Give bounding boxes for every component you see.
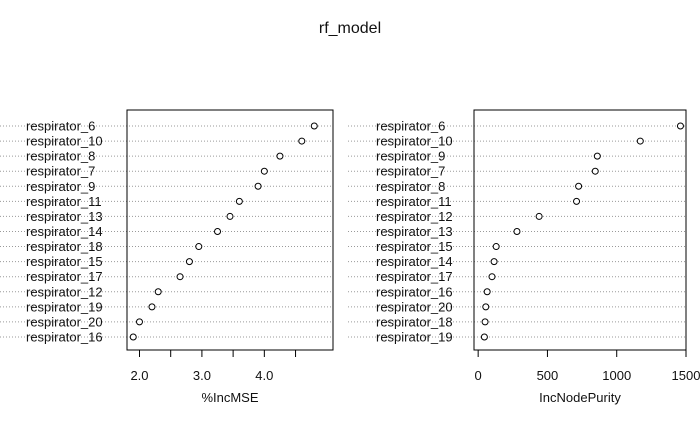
- x-tick-label-incmse-0: 2.0: [130, 368, 148, 383]
- label-incnodepurity-respirator_11: respirator_11: [376, 194, 452, 209]
- point-incnodepurity-respirator_18: [481, 318, 489, 326]
- point-incmse-respirator_20: [135, 318, 143, 326]
- label-incmse-respirator_11: respirator_11: [26, 194, 102, 209]
- label-incmse-respirator_13: respirator_13: [26, 209, 103, 224]
- label-incmse-respirator_10: respirator_10: [26, 134, 103, 149]
- point-incnodepurity-respirator_15: [492, 243, 500, 251]
- point-incmse-respirator_12: [154, 288, 162, 296]
- x-tick-label-incmse-2: 3.0: [193, 368, 211, 383]
- label-incmse-respirator_14: respirator_14: [26, 224, 103, 239]
- point-incmse-respirator_9: [254, 182, 262, 190]
- point-incnodepurity-respirator_9: [593, 152, 601, 160]
- x-axis-title-incmse: %IncMSE: [201, 390, 258, 405]
- label-incnodepurity-respirator_7: respirator_7: [376, 164, 445, 179]
- point-incnodepurity-respirator_6: [676, 122, 684, 130]
- label-incmse-respirator_17: respirator_17: [26, 269, 103, 284]
- label-incmse-respirator_6: respirator_6: [26, 119, 95, 134]
- point-incmse-respirator_13: [226, 212, 234, 220]
- point-incmse-respirator_7: [260, 167, 268, 175]
- plot-frame-incnodepurity: [473, 109, 687, 351]
- point-incmse-respirator_15: [185, 258, 193, 266]
- chart-title: rf_model: [319, 20, 381, 37]
- panel-incnodepurity: respirator_6respirator_10respirator_9res…: [348, 109, 700, 405]
- label-incmse-respirator_16: respirator_16: [26, 329, 103, 344]
- point-incmse-respirator_6: [310, 122, 318, 130]
- point-incnodepurity-respirator_16: [483, 288, 491, 296]
- panel-incmse: respirator_6respirator_10respirator_8res…: [0, 109, 334, 405]
- point-incmse-respirator_11: [235, 197, 243, 205]
- point-incmse-respirator_14: [214, 227, 222, 235]
- point-incmse-respirator_19: [148, 303, 156, 311]
- x-tick-label-incmse-4: 4.0: [255, 368, 273, 383]
- x-axis-title-incnodepurity: IncNodePurity: [539, 390, 621, 405]
- label-incnodepurity-respirator_16: respirator_16: [376, 284, 453, 299]
- point-incmse-respirator_16: [129, 333, 137, 341]
- label-incnodepurity-respirator_15: respirator_15: [376, 239, 453, 254]
- label-incnodepurity-respirator_12: respirator_12: [376, 209, 453, 224]
- label-incnodepurity-respirator_6: respirator_6: [376, 119, 445, 134]
- label-incmse-respirator_7: respirator_7: [26, 164, 95, 179]
- point-incnodepurity-respirator_7: [591, 167, 599, 175]
- point-incnodepurity-respirator_8: [575, 182, 583, 190]
- x-tick-label-incnodepurity-3: 1500: [672, 368, 700, 383]
- label-incnodepurity-respirator_13: respirator_13: [376, 224, 453, 239]
- label-incmse-respirator_15: respirator_15: [26, 254, 103, 269]
- point-incnodepurity-respirator_10: [636, 137, 644, 145]
- label-incnodepurity-respirator_8: respirator_8: [376, 179, 445, 194]
- point-incmse-respirator_10: [298, 137, 306, 145]
- point-incnodepurity-respirator_19: [480, 333, 488, 341]
- label-incnodepurity-respirator_9: respirator_9: [376, 149, 445, 164]
- label-incnodepurity-respirator_17: respirator_17: [376, 269, 453, 284]
- point-incmse-respirator_8: [276, 152, 284, 160]
- label-incnodepurity-respirator_19: respirator_19: [376, 329, 453, 344]
- label-incnodepurity-respirator_20: respirator_20: [376, 299, 453, 314]
- point-incnodepurity-respirator_11: [573, 197, 581, 205]
- point-incnodepurity-respirator_14: [490, 258, 498, 266]
- x-tick-label-incnodepurity-1: 500: [537, 368, 559, 383]
- point-incmse-respirator_17: [176, 273, 184, 281]
- point-incmse-respirator_18: [195, 243, 203, 251]
- label-incnodepurity-respirator_14: respirator_14: [376, 254, 453, 269]
- x-tick-label-incnodepurity-2: 1000: [602, 368, 631, 383]
- label-incnodepurity-respirator_18: respirator_18: [376, 314, 453, 329]
- label-incmse-respirator_8: respirator_8: [26, 149, 95, 164]
- x-tick-label-incnodepurity-0: 0: [475, 368, 482, 383]
- point-incnodepurity-respirator_13: [513, 227, 521, 235]
- label-incmse-respirator_20: respirator_20: [26, 314, 103, 329]
- point-incnodepurity-respirator_12: [535, 212, 543, 220]
- label-incmse-respirator_18: respirator_18: [26, 239, 103, 254]
- point-incnodepurity-respirator_17: [488, 273, 496, 281]
- point-incnodepurity-respirator_20: [482, 303, 490, 311]
- label-incmse-respirator_19: respirator_19: [26, 299, 103, 314]
- label-incmse-respirator_9: respirator_9: [26, 179, 95, 194]
- plot-frame-incmse: [126, 109, 334, 351]
- label-incmse-respirator_12: respirator_12: [26, 284, 103, 299]
- label-incnodepurity-respirator_10: respirator_10: [376, 134, 453, 149]
